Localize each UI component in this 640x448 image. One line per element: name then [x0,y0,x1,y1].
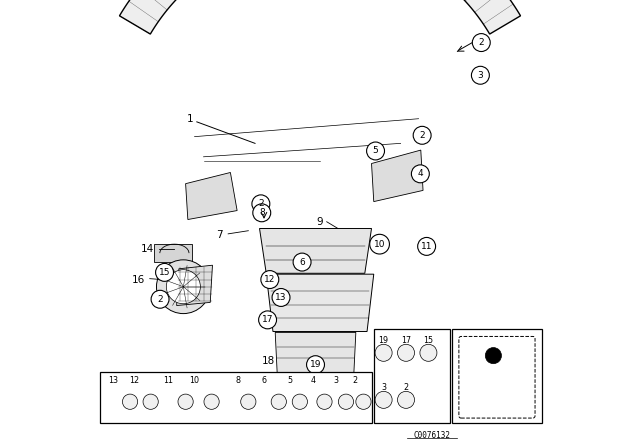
Text: 2: 2 [479,38,484,47]
Text: 18: 18 [262,356,275,366]
Bar [374,329,450,423]
Text: 12: 12 [129,376,140,385]
Text: 2: 2 [258,199,264,208]
Text: 17: 17 [401,336,411,345]
Circle shape [252,195,270,213]
Circle shape [375,392,392,409]
FancyBboxPatch shape [459,336,535,418]
Polygon shape [266,274,374,332]
Polygon shape [371,150,423,202]
Text: 9: 9 [317,217,323,227]
Text: 10: 10 [189,376,200,385]
Polygon shape [154,244,192,262]
Circle shape [204,394,220,409]
Text: 5: 5 [372,146,378,155]
Text: 8: 8 [236,376,241,385]
Circle shape [253,204,271,222]
Circle shape [166,270,200,304]
Polygon shape [275,332,356,379]
Circle shape [272,289,290,306]
Circle shape [413,126,431,144]
Text: 15: 15 [159,268,170,277]
Text: 13: 13 [275,293,287,302]
Text: 15: 15 [423,336,433,345]
Text: 3: 3 [333,376,338,385]
Text: 12: 12 [264,275,275,284]
Circle shape [375,344,392,361]
Circle shape [370,234,390,254]
Circle shape [259,311,276,329]
Text: 11: 11 [164,376,173,385]
Circle shape [178,394,193,409]
Circle shape [412,165,429,183]
Circle shape [356,394,371,409]
Polygon shape [177,265,212,306]
Text: 13: 13 [108,376,118,385]
Circle shape [307,356,324,374]
Text: 17: 17 [262,315,273,324]
Text: 11: 11 [421,242,433,251]
Circle shape [420,344,437,361]
Text: 4: 4 [311,376,316,385]
Text: 14: 14 [141,244,154,254]
Circle shape [241,394,256,409]
Text: 3: 3 [477,71,483,80]
Bar [452,329,541,423]
Polygon shape [186,172,237,220]
Text: 4: 4 [417,169,423,178]
Circle shape [339,394,354,409]
Text: 2: 2 [157,295,163,304]
Circle shape [397,344,415,361]
Polygon shape [120,0,520,34]
Text: 19: 19 [310,360,321,369]
Circle shape [157,260,210,314]
Circle shape [397,392,415,409]
Circle shape [418,237,436,255]
Text: 19: 19 [378,336,388,345]
Text: 6: 6 [300,258,305,267]
Circle shape [293,253,311,271]
Text: 2: 2 [419,131,425,140]
Circle shape [156,263,173,281]
Circle shape [261,271,279,289]
Text: 6: 6 [262,376,266,385]
Text: 2: 2 [403,383,408,392]
Circle shape [367,142,385,160]
Text: 2: 2 [353,376,358,385]
Text: 1: 1 [187,114,193,124]
Text: 8: 8 [259,208,264,217]
Circle shape [485,348,502,364]
Text: 16: 16 [132,275,145,285]
Polygon shape [260,228,371,273]
Text: 5: 5 [287,376,292,385]
Circle shape [151,290,169,308]
Text: 10: 10 [374,240,385,249]
Circle shape [122,394,138,409]
Circle shape [317,394,332,409]
Circle shape [472,34,490,52]
Text: C0076132: C0076132 [413,431,451,440]
Text: 3: 3 [381,383,386,392]
Circle shape [143,394,158,409]
Circle shape [472,66,490,84]
Text: 7: 7 [216,230,223,240]
Circle shape [271,394,287,409]
Circle shape [292,394,307,409]
Bar [100,372,371,423]
